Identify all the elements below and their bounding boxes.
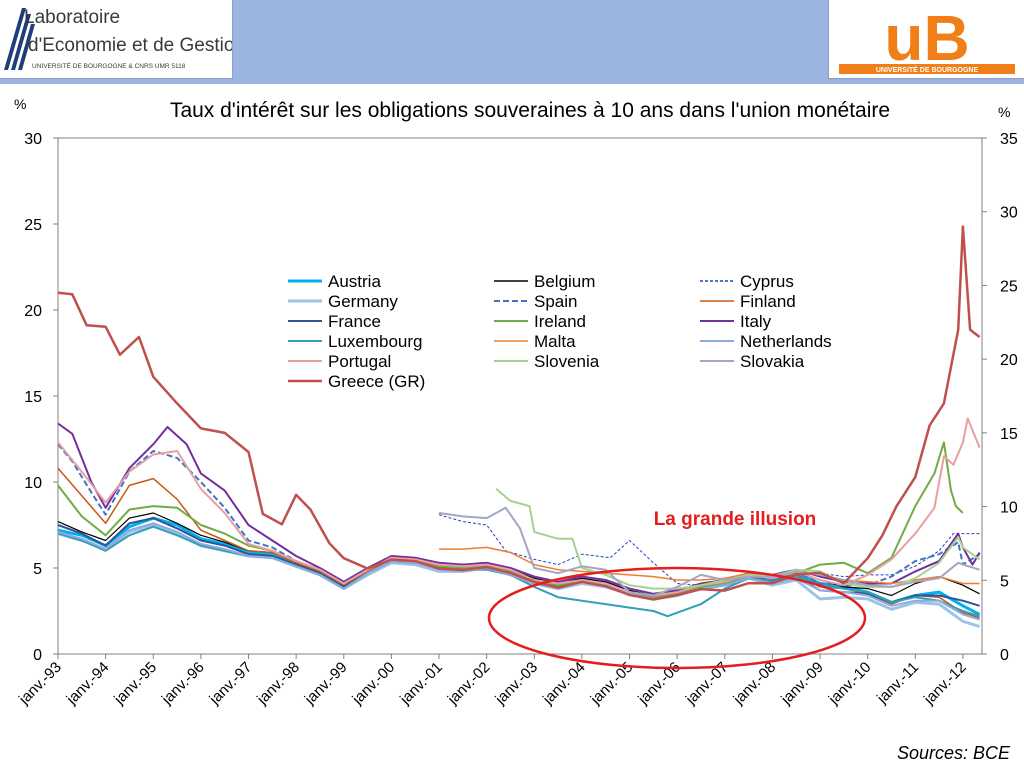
- y-right-tick-label: 15: [1000, 426, 1018, 443]
- y-left-tick-label: 5: [33, 561, 42, 578]
- legend-entry-label: Spain: [534, 292, 577, 311]
- y-left-tick-label: 10: [24, 475, 42, 492]
- y-right-tick-label: 25: [1000, 278, 1018, 295]
- x-tick-label: janv.-10: [825, 659, 875, 709]
- annotation-label: La grande illusion: [654, 509, 817, 530]
- x-axis: janv.-93janv.-94janv.-95janv.-96janv.-97…: [15, 654, 970, 708]
- legend-entry-label: Italy: [740, 312, 772, 331]
- legend-entry-label: Cyprus: [740, 272, 794, 291]
- y-axis-right-label: %: [998, 104, 1010, 120]
- legend-entry-label: Slovakia: [740, 352, 805, 371]
- legend-entry-label: Ireland: [534, 312, 586, 331]
- y-right-tick-label: 0: [1000, 647, 1009, 664]
- y-axis-right: 0 5 10 15 20 25 30 35: [982, 131, 1018, 664]
- x-tick-label: janv.-97: [206, 659, 256, 709]
- lab-logo-graphic: Laboratoire d'Economie et de Gestion UNI…: [4, 7, 245, 70]
- series-line-malta: [439, 546, 980, 585]
- chart-title: Taux d'intérêt sur les obligations souve…: [170, 99, 890, 122]
- legend-entry-label: France: [328, 312, 381, 331]
- y-axis-left: 0 5 10 15 20 25 30: [24, 131, 58, 664]
- series-line-netherlands: [57, 522, 980, 621]
- legend: Austria Belgium Cyprus Germany Spain Finland F…: [288, 272, 832, 391]
- legend-entry-label: Malta: [534, 332, 576, 351]
- x-tick-label: janv.-94: [63, 659, 113, 709]
- y-left-tick-label: 30: [24, 131, 42, 148]
- series-line-luxembourg: [57, 525, 980, 618]
- legend-entry-label: Greece (GR): [328, 372, 425, 391]
- legend-entry-label: Slovenia: [534, 352, 600, 371]
- lab-logo-line3: UNIVERSITÉ DE BOURGOGNE & CNRS UMR 5118: [32, 61, 186, 70]
- ub-logo-caption: UNIVERSITÉ DE BOURGOGNE: [876, 65, 979, 74]
- ub-logo-mark: uB: [884, 2, 969, 74]
- x-tick-label: janv.-02: [444, 659, 494, 709]
- y-right-tick-label: 10: [1000, 500, 1018, 517]
- x-tick-label: janv.-12: [920, 659, 970, 709]
- lab-logo-stripes-icon: [4, 8, 35, 70]
- x-tick-label: janv.-99: [301, 659, 351, 709]
- y-left-tick-label: 15: [24, 389, 42, 406]
- series-lines: [57, 225, 981, 628]
- x-tick-label: janv.-95: [110, 659, 160, 709]
- bond-yield-chart: % % Taux d'intérêt sur les obligations s…: [14, 96, 1018, 763]
- x-tick-label: janv.-98: [253, 659, 303, 709]
- series-line-greece-gr: [57, 225, 981, 601]
- lab-logo-line2: d'Economie et de Gestion: [28, 35, 232, 56]
- legend-entry-label: Germany: [328, 292, 398, 311]
- x-tick-label: janv.-96: [158, 659, 208, 709]
- legend-entry-label: Portugal: [328, 352, 391, 371]
- y-left-tick-label: 20: [24, 303, 42, 320]
- lab-logo-line1: Laboratoire: [24, 7, 120, 28]
- x-tick-label: janv.-09: [777, 659, 827, 709]
- series-line-cyprus: [438, 514, 980, 586]
- series-line-portugal: [57, 417, 981, 597]
- x-tick-label: janv.-93: [15, 659, 65, 709]
- x-tick-label: janv.-11: [873, 659, 922, 708]
- legend-entry-label: Austria: [328, 272, 381, 291]
- y-left-tick-label: 0: [33, 647, 42, 664]
- x-tick-label: janv.-03: [491, 659, 541, 709]
- y-axis-left-label: %: [14, 96, 26, 112]
- x-tick-label: janv.-04: [539, 659, 589, 709]
- legend-entry-label: Belgium: [534, 272, 595, 291]
- y-right-tick-label: 5: [1000, 573, 1009, 590]
- y-right-tick-label: 35: [1000, 131, 1018, 148]
- series-line-italy: [57, 422, 981, 595]
- legend-entry-label: Luxembourg: [328, 332, 423, 351]
- source-note: Sources: BCE: [897, 743, 1011, 763]
- series-line-slovakia: [438, 506, 980, 597]
- y-left-tick-label: 25: [24, 217, 42, 234]
- ub-logo-bar: [839, 64, 1015, 74]
- x-tick-label: janv.-01: [396, 659, 446, 709]
- lab-logo: Laboratoire d'Economie et de Gestion UNI…: [0, 0, 245, 79]
- y-right-tick-label: 20: [1000, 352, 1018, 369]
- x-tick-label: janv.-00: [349, 659, 399, 709]
- series-line-spain: [57, 443, 981, 599]
- legend-entry-label: Finland: [740, 292, 796, 311]
- legend-entry-label: Netherlands: [740, 332, 832, 351]
- series-line-slovenia: [495, 488, 981, 590]
- ub-logo-graphic: uB UNIVERSITÉ DE BOURGOGNE: [839, 2, 1015, 74]
- illusion-ellipse: [487, 566, 867, 670]
- y-right-tick-label: 30: [1000, 205, 1018, 222]
- ub-logo: uB UNIVERSITÉ DE BOURGOGNE: [828, 0, 1024, 79]
